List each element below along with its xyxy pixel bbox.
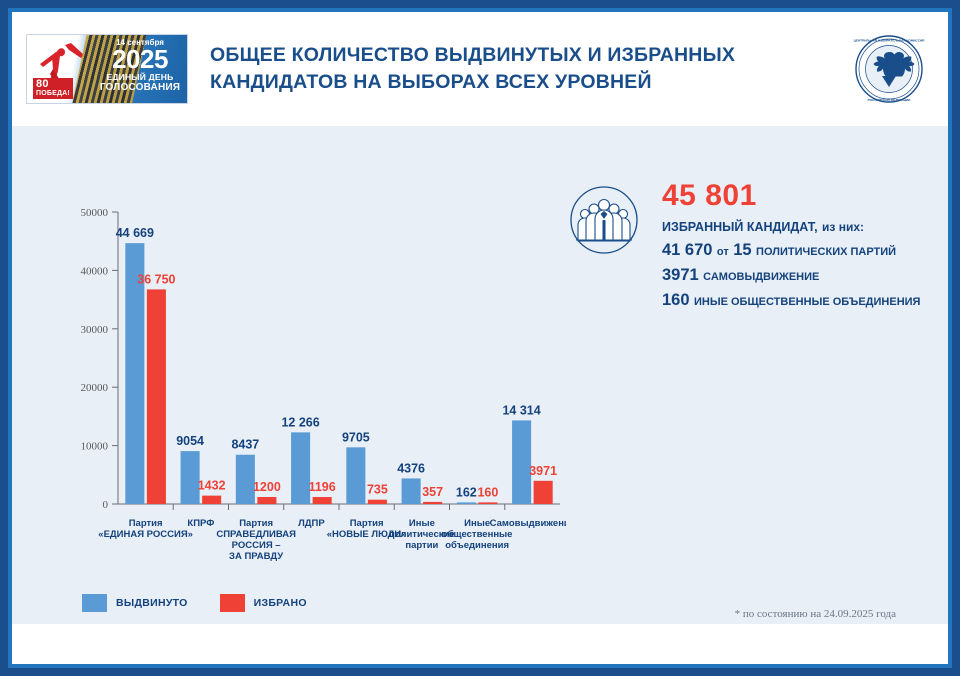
self-nominated-caption: САМОВЫДВИЖЕНИЕ (703, 271, 820, 283)
content-panel: 45 801 ИЗБРАННЫЙ КАНДИДАТ, из них: 41 67… (12, 126, 948, 624)
victory-badge-text: ПОБЕДА! (36, 90, 70, 97)
bar-elected (312, 497, 332, 504)
from-parties-value: 41 670 (662, 241, 713, 259)
bar-elected (423, 501, 443, 504)
bar-label-nominated: 162 (456, 485, 477, 499)
bar-label-nominated: 4376 (397, 461, 425, 475)
single-voting-day-logo: 80 ПОБЕДА! 14 сентября 2025 ЕДИНЫЙ ДЕНЬ … (26, 34, 188, 104)
poster-inner-frame: 80 ПОБЕДА! 14 сентября 2025 ЕДИНЫЙ ДЕНЬ … (8, 8, 952, 668)
bar-elected (202, 495, 222, 504)
bar-chart: 0 10000 20000 30000 40000 50000 44 669 36 750 Па… (46, 194, 567, 594)
header: 80 ПОБЕДА! 14 сентября 2025 ЕДИНЫЙ ДЕНЬ … (12, 12, 948, 126)
legend-item-nominated: ВЫДВИНУТО (82, 594, 188, 612)
footnote: * по состоянию на 24.09.2025 года (734, 608, 896, 620)
bar-nominated (235, 454, 255, 504)
group-of-people-icon (570, 186, 638, 254)
x-axis-category-label: ЛДПР (298, 518, 325, 529)
legend-swatch-nominated (82, 594, 107, 612)
bar-label-nominated: 44 669 (116, 226, 154, 240)
x-axis-category-label: Самовыдвижение (490, 518, 566, 529)
bar-label-nominated: 14 314 (502, 403, 540, 417)
logo-year: 2025 (112, 44, 168, 74)
bar-label-nominated: 8437 (231, 438, 259, 452)
bar-label-elected: 3971 (529, 464, 557, 478)
x-axis-category-label: КПРФ (187, 518, 214, 529)
bar-nominated (456, 502, 476, 504)
bar-nominated (125, 243, 145, 504)
bar-nominated (291, 432, 311, 504)
bar-label-elected: 36 750 (137, 272, 175, 286)
parties-count-value: 15 (733, 241, 752, 259)
footer-strip (12, 624, 948, 664)
bar-label-elected: 735 (367, 483, 388, 497)
total-elected-caption-main: ИЗБРАННЫЙ КАНДИДАТ, (662, 220, 818, 234)
other-associations-line: 160 ИНЫЕ ОБЩЕСТВЕННЫЕ ОБЪЕДИНЕНИЯ (662, 292, 920, 310)
from-parties-caption: ПОЛИТИЧЕСКИХ ПАРТИЙ (756, 246, 897, 258)
total-elected-caption: ИЗБРАННЫЙ КАНДИДАТ, из них: (662, 219, 920, 235)
y-axis-tick-label: 20000 (81, 382, 109, 394)
bar-elected (367, 499, 387, 504)
logo-subtitle-2: ГОЛОСОВАНИЯ (99, 82, 181, 93)
victory-80-badge: 80 ПОБЕДА! (33, 78, 73, 99)
bar-label-nominated: 9705 (342, 430, 370, 444)
page-title: ОБЩЕЕ КОЛИЧЕСТВО ВЫДВИНУТЫХ И ИЗБРАННЫХ … (188, 42, 852, 96)
cec-emblem-icon: ЦЕНТРАЛЬНАЯ ИЗБИРАТЕЛЬНАЯ КОМИССИЯ РОССИ… (854, 35, 926, 103)
x-axis-category-label: Иные политические партии (389, 518, 455, 551)
bar-chart-svg: 0 10000 20000 30000 40000 50000 44 669 36 750 Па… (81, 207, 567, 562)
victory-badge-number: 80 (36, 78, 49, 90)
bar-elected (478, 502, 498, 504)
total-elected-caption-tail: из них: (822, 220, 864, 234)
bar-label-nominated: 12 266 (281, 415, 319, 429)
self-nominated-line: 3971 САМОВЫДВИЖЕНИЕ (662, 267, 920, 285)
y-axis-tick-label: 0 (103, 499, 109, 511)
self-nominated-value: 3971 (662, 266, 699, 284)
bar-label-elected: 1200 (253, 480, 281, 494)
x-axis-category-label: Партия «НОВЫЕ ЛЮДИ» (327, 518, 407, 540)
bar-label-elected: 1196 (309, 480, 336, 494)
summary-block: 45 801 ИЗБРАННЫЙ КАНДИДАТ, из них: 41 67… (568, 180, 920, 310)
bar-elected (533, 480, 553, 504)
legend-label-elected: ИЗБРАНО (253, 597, 307, 609)
y-axis-tick-label: 50000 (81, 207, 109, 219)
chart-legend: ВЫДВИНУТО ИЗБРАНО (82, 594, 329, 612)
summary-text: 45 801 ИЗБРАННЫЙ КАНДИДАТ, из них: 41 67… (662, 180, 920, 310)
bar-nominated (180, 451, 200, 504)
legend-label-nominated: ВЫДВИНУТО (116, 597, 188, 609)
y-axis-tick-label: 30000 (81, 324, 109, 336)
page-title-line2: КАНДИДАТОВ НА ВЫБОРАХ ВСЕХ УРОВНЕЙ (210, 71, 652, 93)
from-parties-preposition: от (716, 246, 729, 258)
from-parties-line: 41 670 от 15 ПОЛИТИЧЕСКИХ ПАРТИЙ (662, 242, 920, 260)
bar-nominated (401, 478, 421, 504)
legend-swatch-elected (219, 594, 245, 612)
logo-date: 14 сентября (116, 38, 164, 47)
bar-label-elected: 160 (477, 485, 498, 499)
bar-nominated (512, 420, 532, 504)
x-axis-category-label: Партия СПРАВЕДЛИВАЯ РОССИЯ – ЗА ПРАВДУ (216, 518, 296, 562)
x-axis-category-label: Партия «ЕДИНАЯ РОССИЯ» (98, 518, 193, 540)
bar-elected (146, 289, 166, 504)
page-title-line1: ОБЩЕЕ КОЛИЧЕСТВО ВЫДВИНУТЫХ И ИЗБРАННЫХ (210, 44, 736, 66)
bar-nominated (346, 447, 366, 504)
y-axis-tick-label: 10000 (81, 441, 109, 453)
bar-label-nominated: 9054 (176, 434, 204, 448)
bar-label-elected: 357 (422, 485, 443, 499)
logo-subtitle-1: ЕДИНЫЙ ДЕНЬ (106, 72, 174, 82)
total-elected-value: 45 801 (662, 179, 757, 212)
other-associations-value: 160 (662, 291, 690, 309)
legend-item-elected: ИЗБРАНО (219, 594, 307, 612)
logo-text-block: 14 сентября 2025 ЕДИНЫЙ ДЕНЬ ГОЛОСОВАНИЯ (97, 38, 183, 93)
svg-text:ЦЕНТРАЛЬНАЯ ИЗБИРАТЕЛЬНАЯ КОМИ: ЦЕНТРАЛЬНАЯ ИЗБИРАТЕЛЬНАЯ КОМИССИЯ (854, 39, 926, 43)
y-axis-tick-label: 40000 (81, 265, 109, 277)
bar-elected (257, 496, 277, 504)
x-axis-category-label: Иные общественные объединения (442, 518, 513, 551)
svg-text:РОССИЙСКОЙ ФЕДЕРАЦИИ: РОССИЙСКОЙ ФЕДЕРАЦИИ (868, 98, 911, 102)
bar-label-elected: 1432 (198, 479, 226, 493)
other-associations-caption: ИНЫЕ ОБЩЕСТВЕННЫЕ ОБЪЕДИНЕНИЯ (693, 296, 921, 308)
